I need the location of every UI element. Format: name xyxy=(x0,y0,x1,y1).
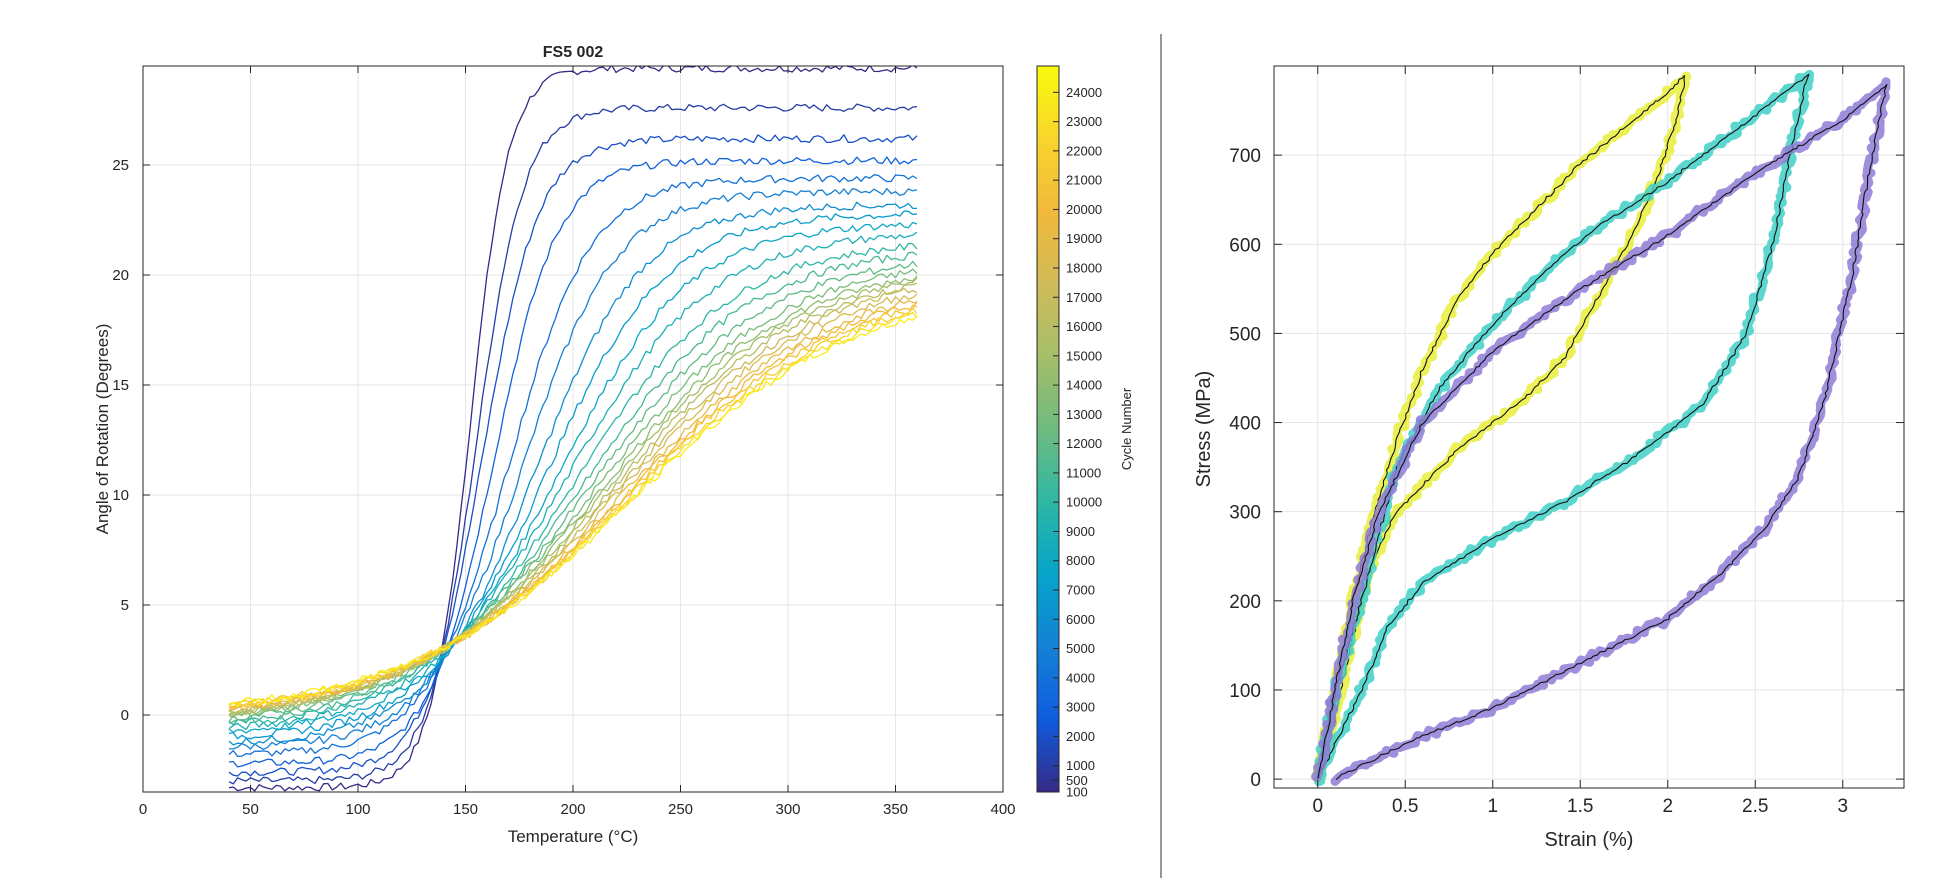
left-series-line xyxy=(228,221,918,734)
right-x-tick-label: 0.5 xyxy=(1392,796,1418,817)
right-x-tick-label: 1 xyxy=(1487,796,1498,817)
left-grid xyxy=(143,66,1003,792)
right-y-tick-label: 500 xyxy=(1229,324,1261,345)
left-x-tick-label: 400 xyxy=(990,801,1015,818)
right-y-axis-label: Stress (MPa) xyxy=(1193,371,1215,488)
right-series-line xyxy=(1317,83,1888,781)
left-y-tick-label: 5 xyxy=(121,597,129,614)
colorbar-tick-label: 5000 xyxy=(1066,641,1095,656)
right-x-tick-label: 2.5 xyxy=(1742,796,1768,817)
left-series-line xyxy=(228,103,918,785)
colorbar-tick-label: 7000 xyxy=(1066,583,1095,598)
left-y-tick-label: 25 xyxy=(112,157,129,174)
colorbar-gradient xyxy=(1036,65,1060,793)
right-x-tick-label: 1.5 xyxy=(1567,796,1593,817)
right-y-tick-label: 300 xyxy=(1229,503,1261,524)
right-y-tick-label: 600 xyxy=(1229,235,1261,256)
left-chart-title: FS5 002 xyxy=(543,44,604,61)
left-x-tick-label: 100 xyxy=(345,801,370,818)
right-x-tick-label: 0 xyxy=(1312,796,1323,817)
left-x-tick-label: 200 xyxy=(560,801,585,818)
left-y-tick-label: 0 xyxy=(121,707,129,724)
left-curves xyxy=(228,66,918,792)
colorbar-tick-label: 22000 xyxy=(1066,143,1102,158)
left-series-line xyxy=(228,210,918,740)
left-y-axis-label: Angle of Rotation (Degrees) xyxy=(93,324,112,535)
colorbar-tick-label: 1000 xyxy=(1066,758,1095,773)
right-x-tick-label: 3 xyxy=(1837,796,1848,817)
right-chart: 0 0.5 1 1.5 2 2.5 3 0 100 200 300 400 500 600 700 Stra… xyxy=(1193,65,1905,851)
colorbar-tick-label: 20000 xyxy=(1066,202,1102,217)
colorbar-tick-label: 6000 xyxy=(1066,612,1095,627)
colorbar-tick-label: 4000 xyxy=(1066,670,1095,685)
left-y-tick-label: 15 xyxy=(112,377,129,394)
left-series-line xyxy=(229,187,918,750)
left-ticks: 0 50 100 150 200 250 300 350 400 0 5 10 15 20 25 xyxy=(112,66,1016,818)
colorbar-tick-label: 8000 xyxy=(1066,553,1095,568)
left-y-tick-label: 20 xyxy=(112,267,129,284)
left-x-tick-label: 350 xyxy=(883,801,908,818)
colorbar-tick-label: 24000 xyxy=(1066,85,1102,100)
colorbar-tick-label: 23000 xyxy=(1066,114,1102,129)
colorbar-tick-label: 18000 xyxy=(1066,260,1102,275)
right-y-tick-label: 200 xyxy=(1229,592,1261,613)
colorbar-tick-label: 21000 xyxy=(1066,173,1102,188)
colorbar-tick-label: 19000 xyxy=(1066,231,1102,246)
left-series-line xyxy=(228,156,918,768)
left-series-line xyxy=(228,275,918,716)
right-curves xyxy=(1311,69,1891,787)
colorbar-tick-label: 2000 xyxy=(1066,729,1095,744)
colorbar-tick-label: 13000 xyxy=(1066,407,1102,422)
right-plot-area xyxy=(1274,66,1904,788)
left-series-line xyxy=(228,251,918,724)
left-y-tick-label: 10 xyxy=(112,487,129,504)
colorbar-tick-label: 10000 xyxy=(1066,495,1102,510)
left-series-line xyxy=(228,201,918,746)
right-ticks: 0 0.5 1 1.5 2 2.5 3 0 100 200 300 400 500 600 700 xyxy=(1229,66,1904,817)
right-y-tick-label: 100 xyxy=(1229,681,1261,702)
right-y-tick-label: 400 xyxy=(1229,414,1261,435)
right-series-line xyxy=(1316,74,1686,779)
right-axes-box xyxy=(1273,65,1905,789)
left-series-line xyxy=(228,307,918,707)
right-y-tick-label: 0 xyxy=(1250,770,1261,791)
left-series-line xyxy=(228,260,918,723)
left-x-tick-label: 0 xyxy=(139,801,147,818)
colorbar-tick-label: 14000 xyxy=(1066,378,1102,393)
colorbar-tick-label: 3000 xyxy=(1066,700,1095,715)
right-x-axis-label: Strain (%) xyxy=(1545,829,1634,851)
colorbar-tick-label: 16000 xyxy=(1066,319,1102,334)
left-series-line xyxy=(228,315,918,707)
right-y-tick-label: 700 xyxy=(1229,146,1261,167)
colorbar-tick-label: 100 xyxy=(1066,785,1088,800)
left-series-line xyxy=(228,231,918,731)
left-x-tick-label: 50 xyxy=(242,801,259,818)
left-series-line xyxy=(228,174,918,758)
colorbar-label: Cycle Number xyxy=(1119,387,1134,470)
colorbar-tick-label: 12000 xyxy=(1066,436,1102,451)
left-series-line xyxy=(228,134,918,777)
left-x-tick-label: 250 xyxy=(668,801,693,818)
colorbar-tick-label: 15000 xyxy=(1066,348,1102,363)
colorbar-tick-label: 17000 xyxy=(1066,290,1102,305)
colorbar-tick-label: 9000 xyxy=(1066,524,1095,539)
left-x-axis-label: Temperature (°C) xyxy=(508,827,639,846)
colorbar-tick-label: 11000 xyxy=(1066,465,1101,480)
left-series-line xyxy=(228,242,918,726)
right-x-tick-label: 2 xyxy=(1662,796,1673,817)
colorbar-tick-label: 500 xyxy=(1066,773,1088,788)
left-x-tick-label: 150 xyxy=(453,801,478,818)
left-x-tick-label: 300 xyxy=(775,801,800,818)
